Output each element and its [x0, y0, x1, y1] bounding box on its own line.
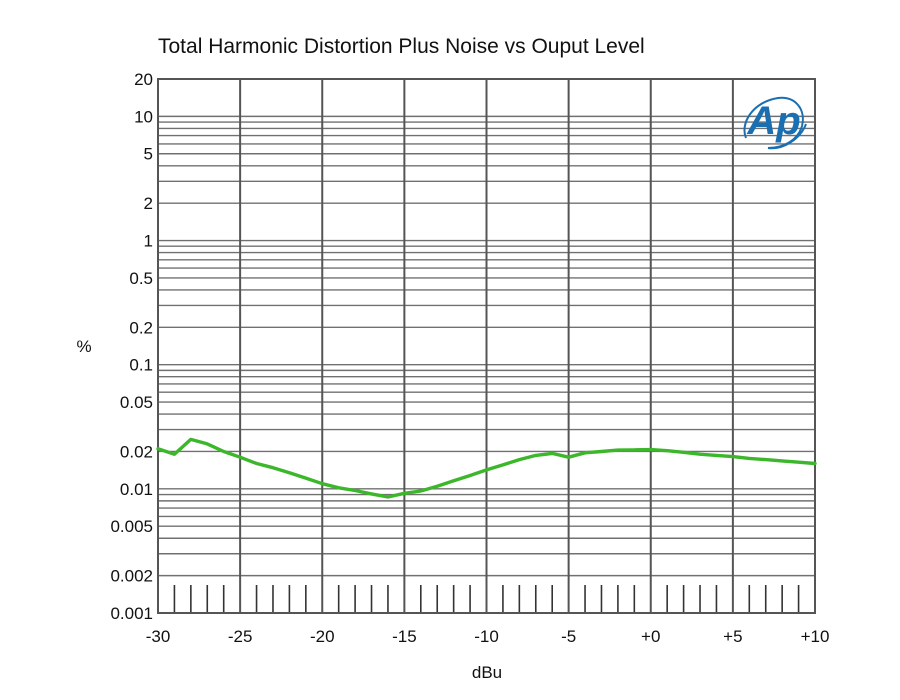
- x-tick-label: -25: [228, 627, 253, 646]
- ap-logo: Ap: [743, 96, 807, 150]
- x-tick-label: +10: [801, 627, 830, 646]
- y-tick-label: 10: [134, 107, 153, 126]
- y-tick-label: 0.5: [129, 269, 153, 288]
- series-layer: [156, 437, 817, 499]
- y-tick-label: 0.02: [120, 442, 153, 461]
- y-tick-label: 2: [144, 194, 153, 213]
- x-tick-label: -5: [561, 627, 576, 646]
- y-tick-label: 0.002: [110, 567, 153, 586]
- x-tick-label: -30: [146, 627, 171, 646]
- y-tick-label: 0.005: [110, 517, 153, 536]
- y-tick-label: 1: [144, 232, 153, 251]
- x-tick-label: +0: [641, 627, 660, 646]
- major-gridlines: [157, 79, 816, 613]
- x-tick-label: -20: [310, 627, 335, 646]
- x-minor-ticks: [173, 585, 800, 613]
- y-tick-label: 5: [144, 145, 153, 164]
- chart-title: Total Harmonic Distortion Plus Noise vs …: [158, 35, 645, 58]
- y-tick-label: 0.01: [120, 480, 153, 499]
- y-axis-label: %: [76, 337, 91, 356]
- y-tick-label: 0.001: [110, 604, 153, 623]
- x-tick-labels: -30 -25 -20 -15 -10 -5 +0 +5 +10: [146, 627, 830, 646]
- thd-series-line: [156, 437, 817, 499]
- x-tick-label: -15: [392, 627, 417, 646]
- x-tick-label: +5: [723, 627, 742, 646]
- y-tick-label: 20: [134, 70, 153, 89]
- plot-frame: [157, 78, 816, 614]
- x-tick-label: -10: [474, 627, 499, 646]
- y-tick-label: 0.2: [129, 318, 153, 337]
- y-tick-labels: 0.001 0.002 0.005 0.01 0.02 0.05 0.1 0.2 0.5 1 2 5 1…: [110, 70, 153, 623]
- x-axis-label: dBu: [472, 663, 502, 682]
- ap-logo-text: Ap: [746, 99, 800, 143]
- y-tick-label: 0.05: [120, 393, 153, 412]
- y-tick-label: 0.1: [129, 356, 153, 375]
